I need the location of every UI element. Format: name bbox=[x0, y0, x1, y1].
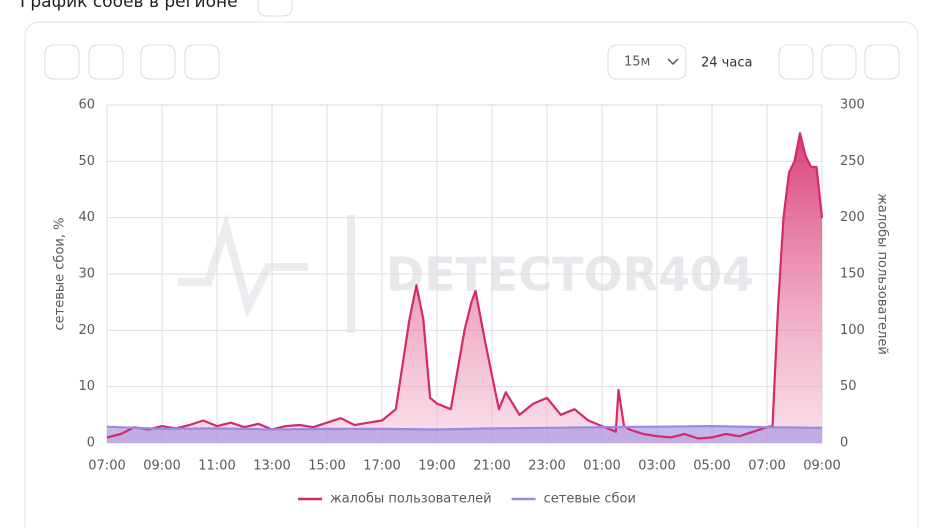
y2-tick-label: 200 bbox=[840, 210, 865, 225]
legend-label: сетевые сбои bbox=[544, 492, 636, 507]
x-tick-label: 23:00 bbox=[528, 459, 565, 474]
calendar-button[interactable] bbox=[821, 44, 857, 80]
legend-label: жалобы пользователей bbox=[330, 492, 492, 507]
y-tick-label: 30 bbox=[78, 267, 95, 282]
y-tick-label: 20 bbox=[78, 323, 95, 338]
x-tick-label: 13:00 bbox=[253, 459, 290, 474]
card bbox=[24, 21, 919, 531]
y2-tick-label: 150 bbox=[840, 267, 865, 282]
y-tick-label: 60 bbox=[78, 98, 95, 113]
y2-tick-label: 50 bbox=[840, 379, 857, 394]
line bbox=[106, 132, 824, 440]
y2-axis-label: жалобы пользователей bbox=[875, 193, 890, 355]
x-tick-label: 07:00 bbox=[748, 459, 785, 474]
area bbox=[107, 133, 822, 443]
x-tick-label: 21:00 bbox=[473, 459, 510, 474]
line bbox=[106, 425, 823, 431]
interval-select[interactable] bbox=[607, 44, 687, 80]
data-button[interactable] bbox=[88, 44, 124, 80]
y2-tick-label: 250 bbox=[840, 154, 865, 169]
tv-button[interactable] bbox=[257, 0, 293, 17]
x-tick-label: 11:00 bbox=[198, 459, 235, 474]
y-tick-label: 40 bbox=[78, 210, 95, 225]
next-button[interactable] bbox=[864, 44, 900, 80]
x-tick-label: 07:00 bbox=[88, 459, 125, 474]
x-tick-label: 15:00 bbox=[308, 459, 345, 474]
y2-tick-label: 300 bbox=[840, 98, 865, 113]
x-tick-label: 09:00 bbox=[803, 459, 840, 474]
y-axis-label: сетевые сбои, % bbox=[53, 218, 68, 331]
interval: 15м bbox=[624, 55, 650, 70]
y-tick-label: 10 bbox=[78, 379, 95, 394]
x-tick-label: 03:00 bbox=[638, 459, 675, 474]
x-tick-label: 19:00 bbox=[418, 459, 455, 474]
y2-tick-label: 100 bbox=[840, 323, 865, 338]
x-tick-label: 09:00 bbox=[143, 459, 180, 474]
chart-type-button[interactable] bbox=[140, 44, 176, 80]
y-tick-label: 50 bbox=[78, 154, 95, 169]
x-tick-label: 17:00 bbox=[363, 459, 400, 474]
x-tick-label: 05:00 bbox=[693, 459, 730, 474]
y2-tick-label: 0 bbox=[840, 436, 848, 451]
y-tick-label: 0 bbox=[87, 436, 95, 451]
page-title: График сбоев в регионе bbox=[20, 0, 238, 12]
prev-button[interactable] bbox=[778, 44, 814, 80]
toolbar: 15м 24 часа bbox=[44, 44, 900, 80]
camera-button[interactable] bbox=[44, 44, 80, 80]
user-button[interactable] bbox=[184, 44, 220, 80]
x-tick-label: 01:00 bbox=[583, 459, 620, 474]
range: 24 часа bbox=[701, 56, 752, 71]
